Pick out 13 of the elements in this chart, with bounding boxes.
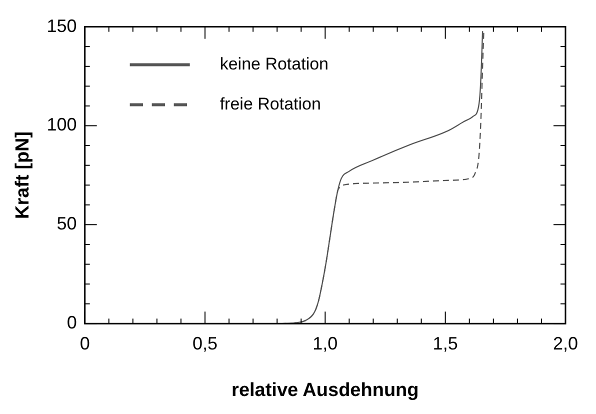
- legend-label: freie Rotation: [220, 94, 321, 114]
- x-tick-label: 1,5: [432, 333, 458, 354]
- y-axis-title: Kraft [pN]: [12, 131, 34, 220]
- y-tick-label: 0: [66, 312, 77, 333]
- y-tick-label: 150: [46, 16, 77, 36]
- x-tick-label: 1,0: [312, 333, 338, 354]
- y-tick-label: 100: [46, 114, 77, 135]
- y-tick-label: 50: [56, 214, 77, 234]
- x-tick-label: 2,0: [552, 333, 578, 354]
- x-tick-label: 0,5: [192, 333, 218, 354]
- legend-label: keine Rotation: [220, 54, 329, 74]
- x-tick-label: 0: [80, 333, 90, 354]
- x-axis-title: relative Ausdehnung: [232, 380, 419, 401]
